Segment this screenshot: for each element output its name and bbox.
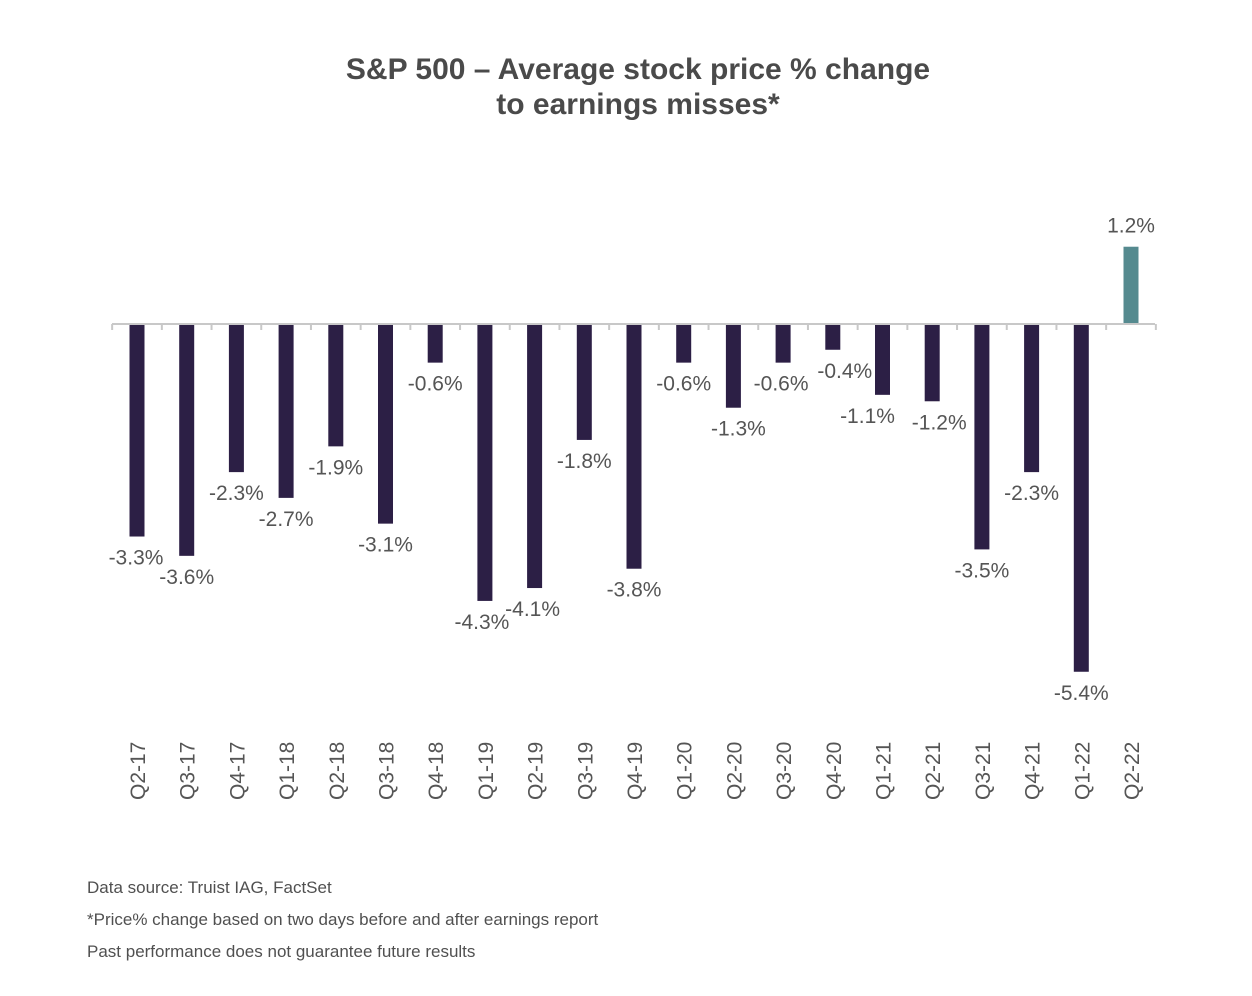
category-label: Q2-18 [326,742,349,800]
data-label: -0.6% [408,373,463,396]
bars-layer [129,246,1139,672]
data-label: -1.1% [840,405,895,428]
bar-q2-20 [725,324,741,408]
category-label: Q3-17 [177,742,200,800]
footnotes: Data source: Truist IAG, FactSet *Price%… [87,872,598,968]
category-label: Q1-19 [475,742,498,800]
data-label: -3.5% [954,559,1009,582]
bar-q1-19 [477,324,493,601]
data-label: -2.3% [209,482,264,505]
category-label: Q4-21 [1022,742,1045,800]
bar-q3-18 [378,324,393,524]
category-label: Q3-21 [972,742,995,800]
category-label: Q1-20 [674,742,697,800]
data-label: -0.4% [817,360,872,383]
data-label: -5.4% [1054,682,1109,705]
category-label: Q3-20 [773,742,796,800]
data-label: -1.2% [912,411,967,434]
methodology-note: *Price% change based on two days before … [87,910,599,929]
category-label: Q2-17 [127,742,150,800]
data-source-note: Data source: Truist IAG, FactSet [87,878,332,897]
category-labels-layer: Q2-17 Q3-17 Q4-17 Q1-18 Q2-18 Q3-18 Q4-18 Q1-19… [127,742,1144,800]
data-labels-layer: -3.3%-3.6% -2.3% -2.7% -1.9% -3.1% -0.6% -4.3%… [109,215,1155,705]
data-label: -2.7% [259,508,314,531]
chart-title: S&P 500 – Average stock price % change t… [0,52,1252,122]
bar-q3-19 [576,324,592,440]
category-label: Q4-17 [226,742,249,800]
bar-q1-20 [676,324,692,363]
data-label: -4.1% [505,598,560,621]
data-label: -0.6% [754,373,809,396]
bar-q2-21 [924,324,940,402]
bar-q3-21 [974,324,990,550]
bar-q4-18 [427,324,443,363]
data-label: -3.1% [358,534,413,557]
bar-q2-22 [1123,246,1139,324]
bar-q1-18 [278,324,294,498]
category-label: Q1-21 [873,742,896,800]
bar-q2-19 [527,324,543,589]
chart-title-line-2: to earnings misses* [496,88,780,121]
category-label: Q2-19 [525,742,548,800]
category-label: Q1-22 [1071,742,1094,800]
data-label: 1.2% [1107,215,1155,238]
bar-q4-19 [626,324,642,569]
bar-q4-17 [228,324,244,473]
category-label: Q4-18 [425,742,448,800]
bar-q1-21 [875,324,890,395]
category-label: Q4-20 [823,742,846,800]
category-label: Q1-18 [276,742,299,800]
data-label: -1.8% [557,450,612,473]
bar-q3-20 [775,324,791,363]
data-label: -4.3% [454,611,509,634]
disclaimer-note: Past performance does not guarantee futu… [87,942,476,961]
data-label: -3.3% [109,547,164,570]
chart-title-line-1: S&P 500 – Average stock price % change [345,53,931,86]
category-label: Q2-21 [922,742,945,800]
bar-q1-22 [1073,324,1089,672]
data-label: -2.3% [1004,482,1059,505]
category-label: Q4-19 [624,742,647,800]
bar-q3-17 [179,324,195,556]
bar-q4-21 [1024,324,1040,473]
data-label: -3.6% [159,566,214,589]
category-label: Q3-19 [574,742,597,800]
category-label: Q3-18 [376,742,399,800]
bar-q2-17 [129,324,145,537]
bar-q4-20 [825,324,841,350]
data-label: -3.8% [607,579,662,602]
category-label: Q2-20 [723,742,746,800]
x-axis [111,323,1157,330]
data-label: -1.3% [711,418,766,441]
data-label: -0.6% [656,373,711,396]
data-label: -1.9% [308,456,363,479]
category-label: Q2-22 [1121,742,1144,800]
bar-q2-18 [328,324,344,447]
